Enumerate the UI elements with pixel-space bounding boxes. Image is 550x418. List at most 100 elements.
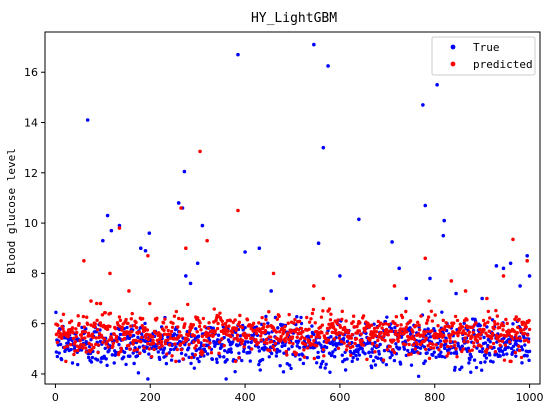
point-predicted — [147, 347, 152, 351]
point-true — [442, 218, 447, 223]
point-predicted — [168, 336, 173, 340]
point-predicted — [149, 354, 154, 359]
point-predicted — [377, 335, 381, 339]
point-true — [439, 350, 443, 354]
point-predicted — [340, 309, 344, 314]
point-predicted — [407, 342, 411, 347]
point-predicted — [227, 324, 231, 328]
point-true — [257, 362, 261, 367]
point-true — [425, 351, 429, 355]
point-predicted — [112, 332, 116, 336]
point-predicted — [170, 354, 174, 358]
point-predicted — [368, 336, 372, 341]
point-true — [369, 354, 373, 359]
point-true — [480, 350, 484, 354]
point-predicted — [157, 345, 161, 350]
point-predicted — [396, 339, 400, 343]
point-predicted — [192, 340, 196, 344]
point-predicted — [500, 339, 505, 343]
point-predicted — [493, 350, 498, 354]
point-predicted — [168, 333, 172, 337]
point-true — [449, 351, 453, 355]
point-predicted — [285, 353, 289, 357]
point-predicted — [405, 330, 409, 334]
point-predicted — [206, 326, 211, 331]
point-true — [371, 359, 376, 363]
point-predicted — [284, 349, 289, 354]
y-tick-label: 6 — [31, 318, 38, 331]
point-predicted — [95, 327, 100, 332]
point-predicted — [385, 347, 390, 352]
point-true — [70, 361, 75, 365]
point-predicted — [70, 326, 75, 330]
point-predicted — [309, 317, 313, 321]
point-predicted — [98, 301, 103, 306]
point-true — [105, 213, 110, 218]
point-predicted — [143, 326, 147, 330]
point-predicted — [82, 325, 87, 329]
point-predicted — [90, 332, 95, 336]
point-predicted — [250, 336, 254, 340]
point-predicted — [321, 309, 325, 313]
point-predicted — [303, 342, 307, 347]
point-true — [305, 356, 309, 360]
point-predicted — [467, 330, 472, 334]
point-predicted — [492, 319, 497, 324]
point-predicted — [68, 342, 73, 347]
point-true — [237, 351, 241, 355]
point-true — [415, 345, 420, 349]
point-predicted — [369, 330, 373, 334]
point-true — [118, 332, 123, 337]
point-predicted — [319, 315, 324, 319]
point-predicted — [427, 299, 431, 303]
point-predicted — [108, 271, 112, 276]
point-predicted — [234, 326, 239, 330]
point-true — [333, 348, 337, 352]
point-true — [192, 366, 197, 370]
point-predicted — [137, 330, 142, 334]
point-predicted — [498, 343, 502, 347]
point-predicted — [220, 319, 225, 323]
point-predicted — [327, 307, 332, 311]
point-true — [186, 346, 191, 350]
point-predicted — [350, 332, 354, 337]
point-predicted — [486, 320, 490, 324]
point-true — [416, 374, 421, 378]
point-predicted — [231, 320, 235, 324]
point-predicted — [273, 341, 278, 346]
point-predicted — [259, 334, 263, 338]
legend-label-predicted: predicted — [473, 58, 533, 71]
point-predicted — [222, 343, 226, 348]
point-true — [137, 345, 142, 349]
point-predicted — [427, 356, 432, 361]
point-predicted — [127, 343, 131, 348]
point-predicted — [128, 347, 132, 351]
point-predicted — [215, 326, 220, 331]
point-predicted — [392, 350, 397, 355]
point-predicted — [241, 339, 245, 343]
point-true — [283, 343, 287, 348]
point-predicted — [181, 340, 186, 345]
point-predicted — [517, 317, 521, 322]
point-predicted — [132, 348, 136, 353]
point-predicted — [201, 316, 206, 321]
point-predicted — [375, 343, 379, 348]
point-predicted — [73, 340, 78, 344]
point-predicted — [223, 321, 228, 326]
point-true — [229, 347, 233, 351]
point-true — [369, 365, 374, 370]
point-true — [501, 352, 506, 357]
point-true — [140, 332, 144, 336]
point-predicted — [491, 341, 496, 346]
point-predicted — [240, 341, 244, 346]
point-predicted — [426, 315, 431, 319]
point-predicted — [89, 343, 94, 347]
point-predicted — [115, 339, 119, 344]
point-predicted — [216, 321, 220, 326]
point-predicted — [336, 346, 341, 350]
point-predicted — [94, 301, 99, 306]
point-predicted — [463, 336, 467, 340]
point-true — [433, 329, 437, 333]
point-predicted — [127, 289, 131, 293]
point-true — [267, 355, 271, 359]
